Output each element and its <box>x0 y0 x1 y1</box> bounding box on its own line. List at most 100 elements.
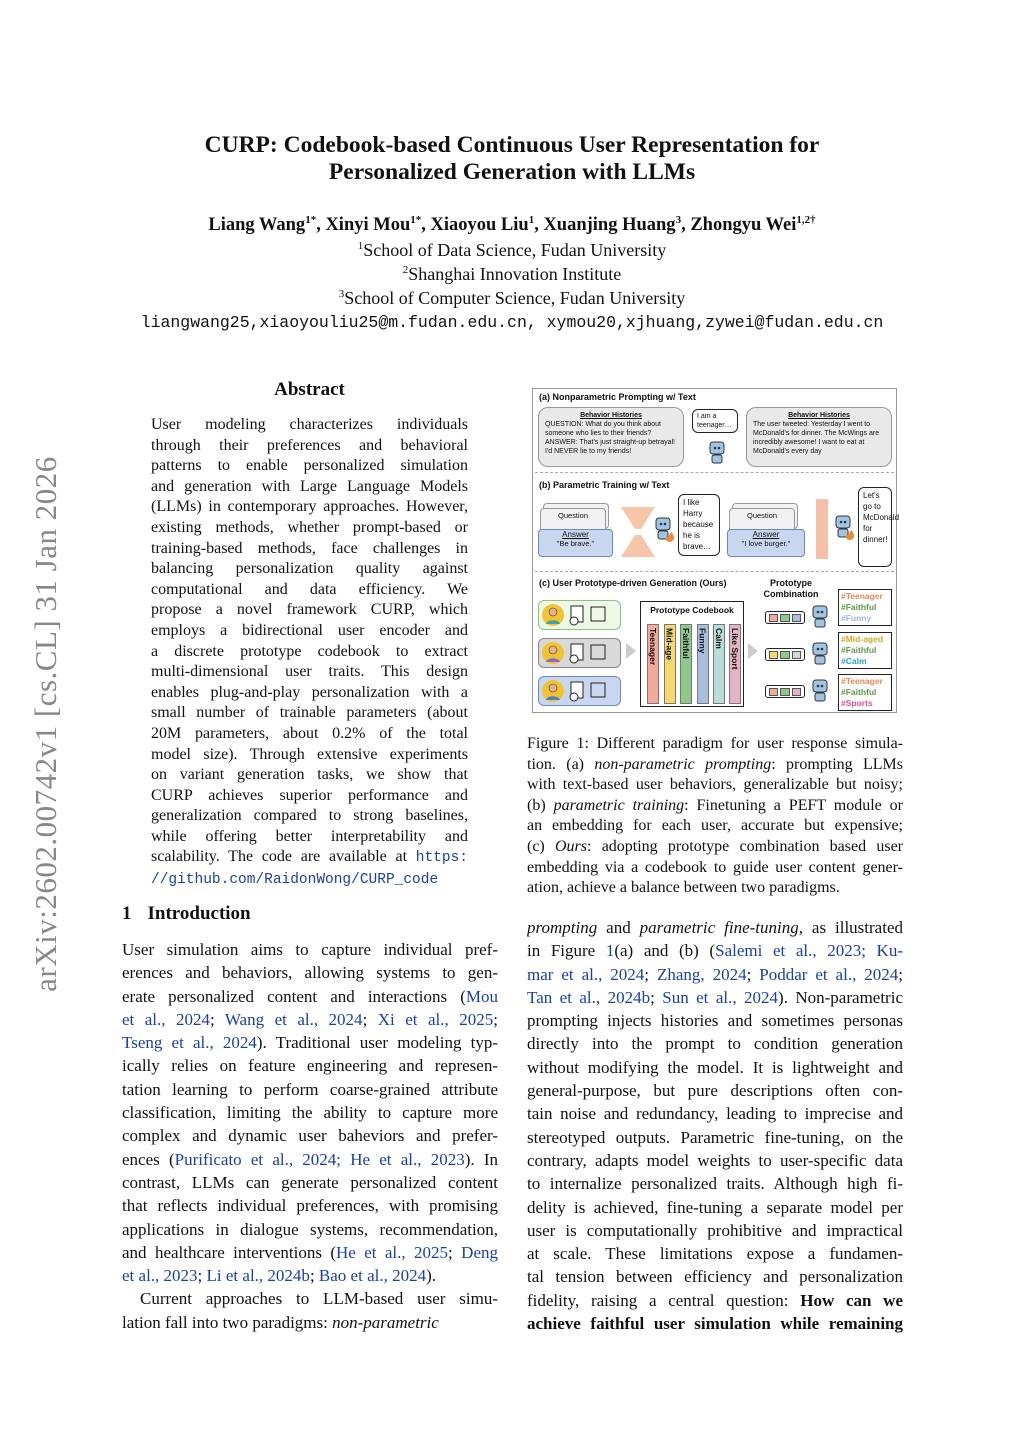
citation-link[interactable]: https: <box>415 850 468 867</box>
citation-link[interactable]: Xi et al., 2025 <box>377 1009 494 1029</box>
answer-card: Answer "Be brave." <box>538 529 613 557</box>
citation-link[interactable]: Tseng et al., 2024 <box>122 1033 257 1053</box>
codebook-prototype: Like Sport <box>729 624 741 704</box>
answer-card: Answer "I love burger." <box>727 529 805 557</box>
text-segment: contrary, adapts model weights to user-s… <box>527 1150 903 1170</box>
citation-link[interactable]: Poddar et al., 2024 <box>759 964 899 984</box>
box-heading: Behavior Histories <box>580 412 642 419</box>
combo-slot <box>769 650 779 659</box>
text-segment: classification, limiting the ability to … <box>122 1103 498 1123</box>
combo-slot <box>780 687 790 696</box>
answer-label: Answer <box>752 530 780 539</box>
text-segment: prompting <box>527 918 598 937</box>
affiliation-3: 3School of Computer Science, Fudan Unive… <box>0 286 1024 310</box>
text-segment: ences ( <box>122 1149 175 1169</box>
trait-tag: #Faithful <box>841 687 877 697</box>
citation-link[interactable]: Purificato et al., 2024; He et al., 2023 <box>174 1149 465 1169</box>
citation-link[interactable]: Mou <box>465 986 498 1006</box>
robot-fire-icon <box>833 513 854 540</box>
text-segment: patterns to enable personalized simulati… <box>151 457 468 475</box>
text-line: contrast, LLMs can generate personalized… <box>122 1171 498 1194</box>
text-segment: to internalize personalized traits. Alth… <box>527 1174 903 1194</box>
citation-link[interactable]: Sun et al., 2024 <box>662 987 779 1007</box>
text-line: User modeling characterizes individuals <box>151 415 468 436</box>
prototype-combination <box>765 685 805 698</box>
text-segment: model size). Through extensive experimen… <box>151 745 468 763</box>
text-segment: (LLMs) in contemporary approaches. Howev… <box>151 498 468 516</box>
box-text: The user tweeted: Yesterday I went to Mc… <box>753 421 880 455</box>
citation-link[interactable]: Li et al., 2024b <box>206 1266 310 1286</box>
text-segment: achieve faithful user simulation while r… <box>527 1314 903 1334</box>
citation-link[interactable]: Wang et al., 2024 <box>224 1009 363 1029</box>
citation-link[interactable]: 1 <box>605 941 615 961</box>
section-number: 1 <box>122 903 132 924</box>
combo-slot <box>769 613 779 622</box>
citation-link[interactable]: mar et al., 2024 <box>527 964 645 984</box>
author-affiliation-sup: 1* <box>305 214 317 226</box>
robot-fire-icon <box>653 515 674 542</box>
text-line: existing methods, whether prompt-based o… <box>151 518 468 539</box>
affiliation-2: 2Shanghai Innovation Institute <box>0 262 1024 286</box>
speech-bubble: I am a teenager… <box>692 409 738 433</box>
text-segment: employs a bidirectional user encoder and <box>151 621 468 639</box>
trait-tag: #Faithful <box>841 602 877 612</box>
text-segment: stereotyped outputs. Parametric fine-tun… <box>527 1127 903 1147</box>
codebook-prototype: Calm <box>713 624 725 704</box>
citation-link[interactable]: Zhang, 2024 <box>656 964 747 984</box>
behavior-history-box-1: Behavior Histories QUESTION: What do you… <box>538 407 684 467</box>
text-line: achieve faithful user simulation while r… <box>527 1312 903 1335</box>
embedding-bar <box>816 499 828 559</box>
text-line: small number of trainable parameters (ab… <box>151 703 468 724</box>
text-segment: a discrete prototype codebook to extract <box>151 642 468 660</box>
citation-link[interactable]: et al., 2024 <box>122 1009 210 1029</box>
text-segment: , as illustrated <box>798 918 903 937</box>
text-segment: : prompting LLMs <box>771 755 903 773</box>
citation-link[interactable]: Deng <box>461 1242 498 1262</box>
citation-link[interactable]: Tan et al., 2024b <box>527 987 651 1007</box>
text-segment: non-parametric <box>332 1312 439 1332</box>
text-segment: small number of trainable parameters (ab… <box>151 704 468 722</box>
citation-link[interactable]: He et al., 2025 <box>336 1242 449 1262</box>
panel-divider <box>535 472 894 473</box>
text-line: (LLMs) in contemporary approaches. Howev… <box>151 497 468 518</box>
citation-link[interactable]: Salemi et al., 2023; Ku- <box>715 941 903 961</box>
paper-title-line-1: CURP: Codebook-based Continuous User Rep… <box>204 132 820 158</box>
text-segment: at scale. These limitations expose a fun… <box>527 1244 903 1264</box>
speech-bubble: Let's go to McDonald for dinner! <box>858 487 899 567</box>
text-segment: ; <box>197 1266 207 1286</box>
citation-link[interactable]: et al., 2023 <box>122 1266 198 1286</box>
text-segment: User simulation aims to capture individu… <box>122 940 498 959</box>
citation-link[interactable]: Bao et al., 2024 <box>318 1266 427 1286</box>
text-line: user is computationally prohibitive and … <box>527 1219 903 1242</box>
text-line: an embedding for each user, accurate but… <box>527 816 903 837</box>
affiliation-text: Shanghai Innovation Institute <box>408 264 622 284</box>
arxiv-stamp: arXiv:2602.00742v1 [cs.CL] 31 Jan 2026 <box>28 456 63 992</box>
text-line: //github.com/RaidonWong/CURP_code <box>151 869 468 891</box>
text-segment: propose a novel framework CURP, which <box>151 601 468 619</box>
text-segment: enables plug-and-play personalization wi… <box>151 683 468 701</box>
text-line: 20M parameters, about 0.2% of the total <box>151 724 468 745</box>
text-segment: ). <box>426 1266 437 1286</box>
robot-icon <box>810 640 828 666</box>
text-segment: computational and data efficiency. We <box>151 580 468 598</box>
author-name: Xinyi Mou <box>325 215 411 235</box>
text-line: embedding via a codebook to guide user c… <box>527 858 903 879</box>
trait-tags: #Teenager #Faithful #Funny <box>838 589 892 626</box>
text-segment: User modeling characterizes individuals <box>151 416 468 433</box>
text-line: scalability. The code are available at h… <box>151 847 468 869</box>
text-line: ences (Purificato et al., 2024; He et al… <box>122 1148 498 1171</box>
trait-tag: #Teenager <box>841 676 883 686</box>
panel-divider <box>535 571 894 572</box>
introduction-body: User simulation aims to capture individu… <box>122 938 498 1334</box>
text-segment: embedding via a codebook to guide user c… <box>527 858 903 876</box>
codebook-prototype: Teenager <box>647 624 659 704</box>
citation-link[interactable]: //github.com/RaidonWong/CURP_code <box>151 872 439 889</box>
figure-caption: Figure 1: Different paradigm for user re… <box>527 734 903 899</box>
text-line: erate personalized content and interacti… <box>122 985 498 1008</box>
trait-tags: #Teenager #Faithful #Sports <box>838 674 892 711</box>
author-emails: liangwang25,xiaoyouliu25@m.fudan.edu.cn,… <box>140 313 884 332</box>
text-segment: prompting injects histories and sometime… <box>527 1011 903 1031</box>
text-line: (c) Ours: adopting prototype combination… <box>527 837 903 858</box>
text-line: classification, limiting the ability to … <box>122 1101 498 1124</box>
text-segment: (c) <box>527 837 555 855</box>
